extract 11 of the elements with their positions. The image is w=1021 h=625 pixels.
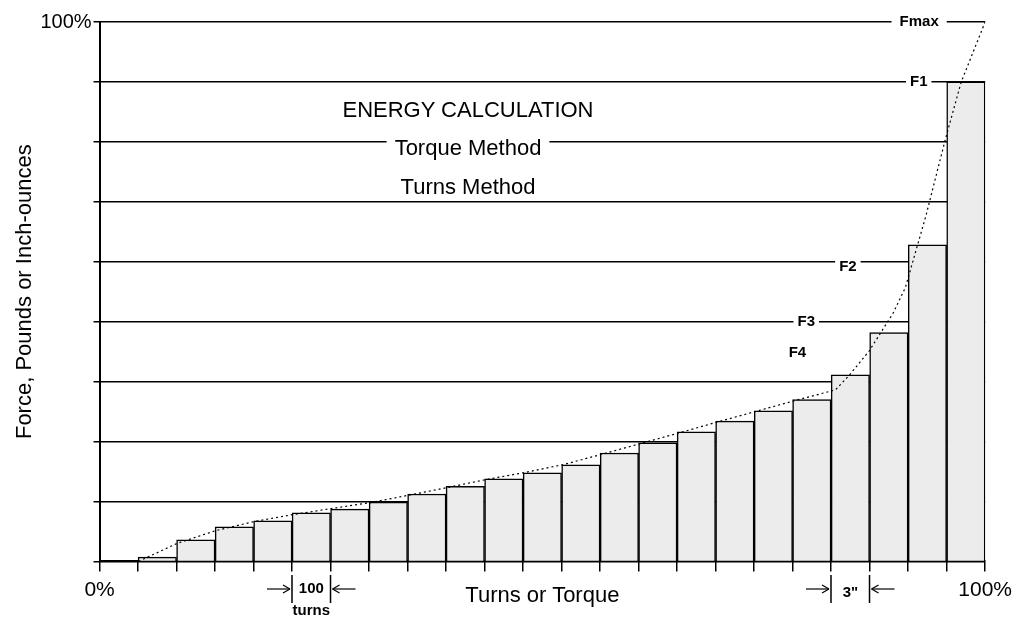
annotation: F2 [839, 257, 857, 275]
annotation: Torque Method [394, 135, 542, 161]
annotation: F3 [797, 312, 816, 330]
annotation: Fmax [899, 12, 940, 30]
annotation: F4 [788, 343, 807, 361]
y-axis-title: Force, Pounds or Inch-ounces [11, 144, 37, 440]
annotation: ENERGY CALCULATION [342, 97, 594, 123]
annotation: F1 [909, 72, 928, 90]
x-axis-title: Turns or Torque [465, 581, 620, 607]
annotation: Turns Method [400, 174, 536, 200]
x-tick-label: 0% [84, 576, 115, 600]
